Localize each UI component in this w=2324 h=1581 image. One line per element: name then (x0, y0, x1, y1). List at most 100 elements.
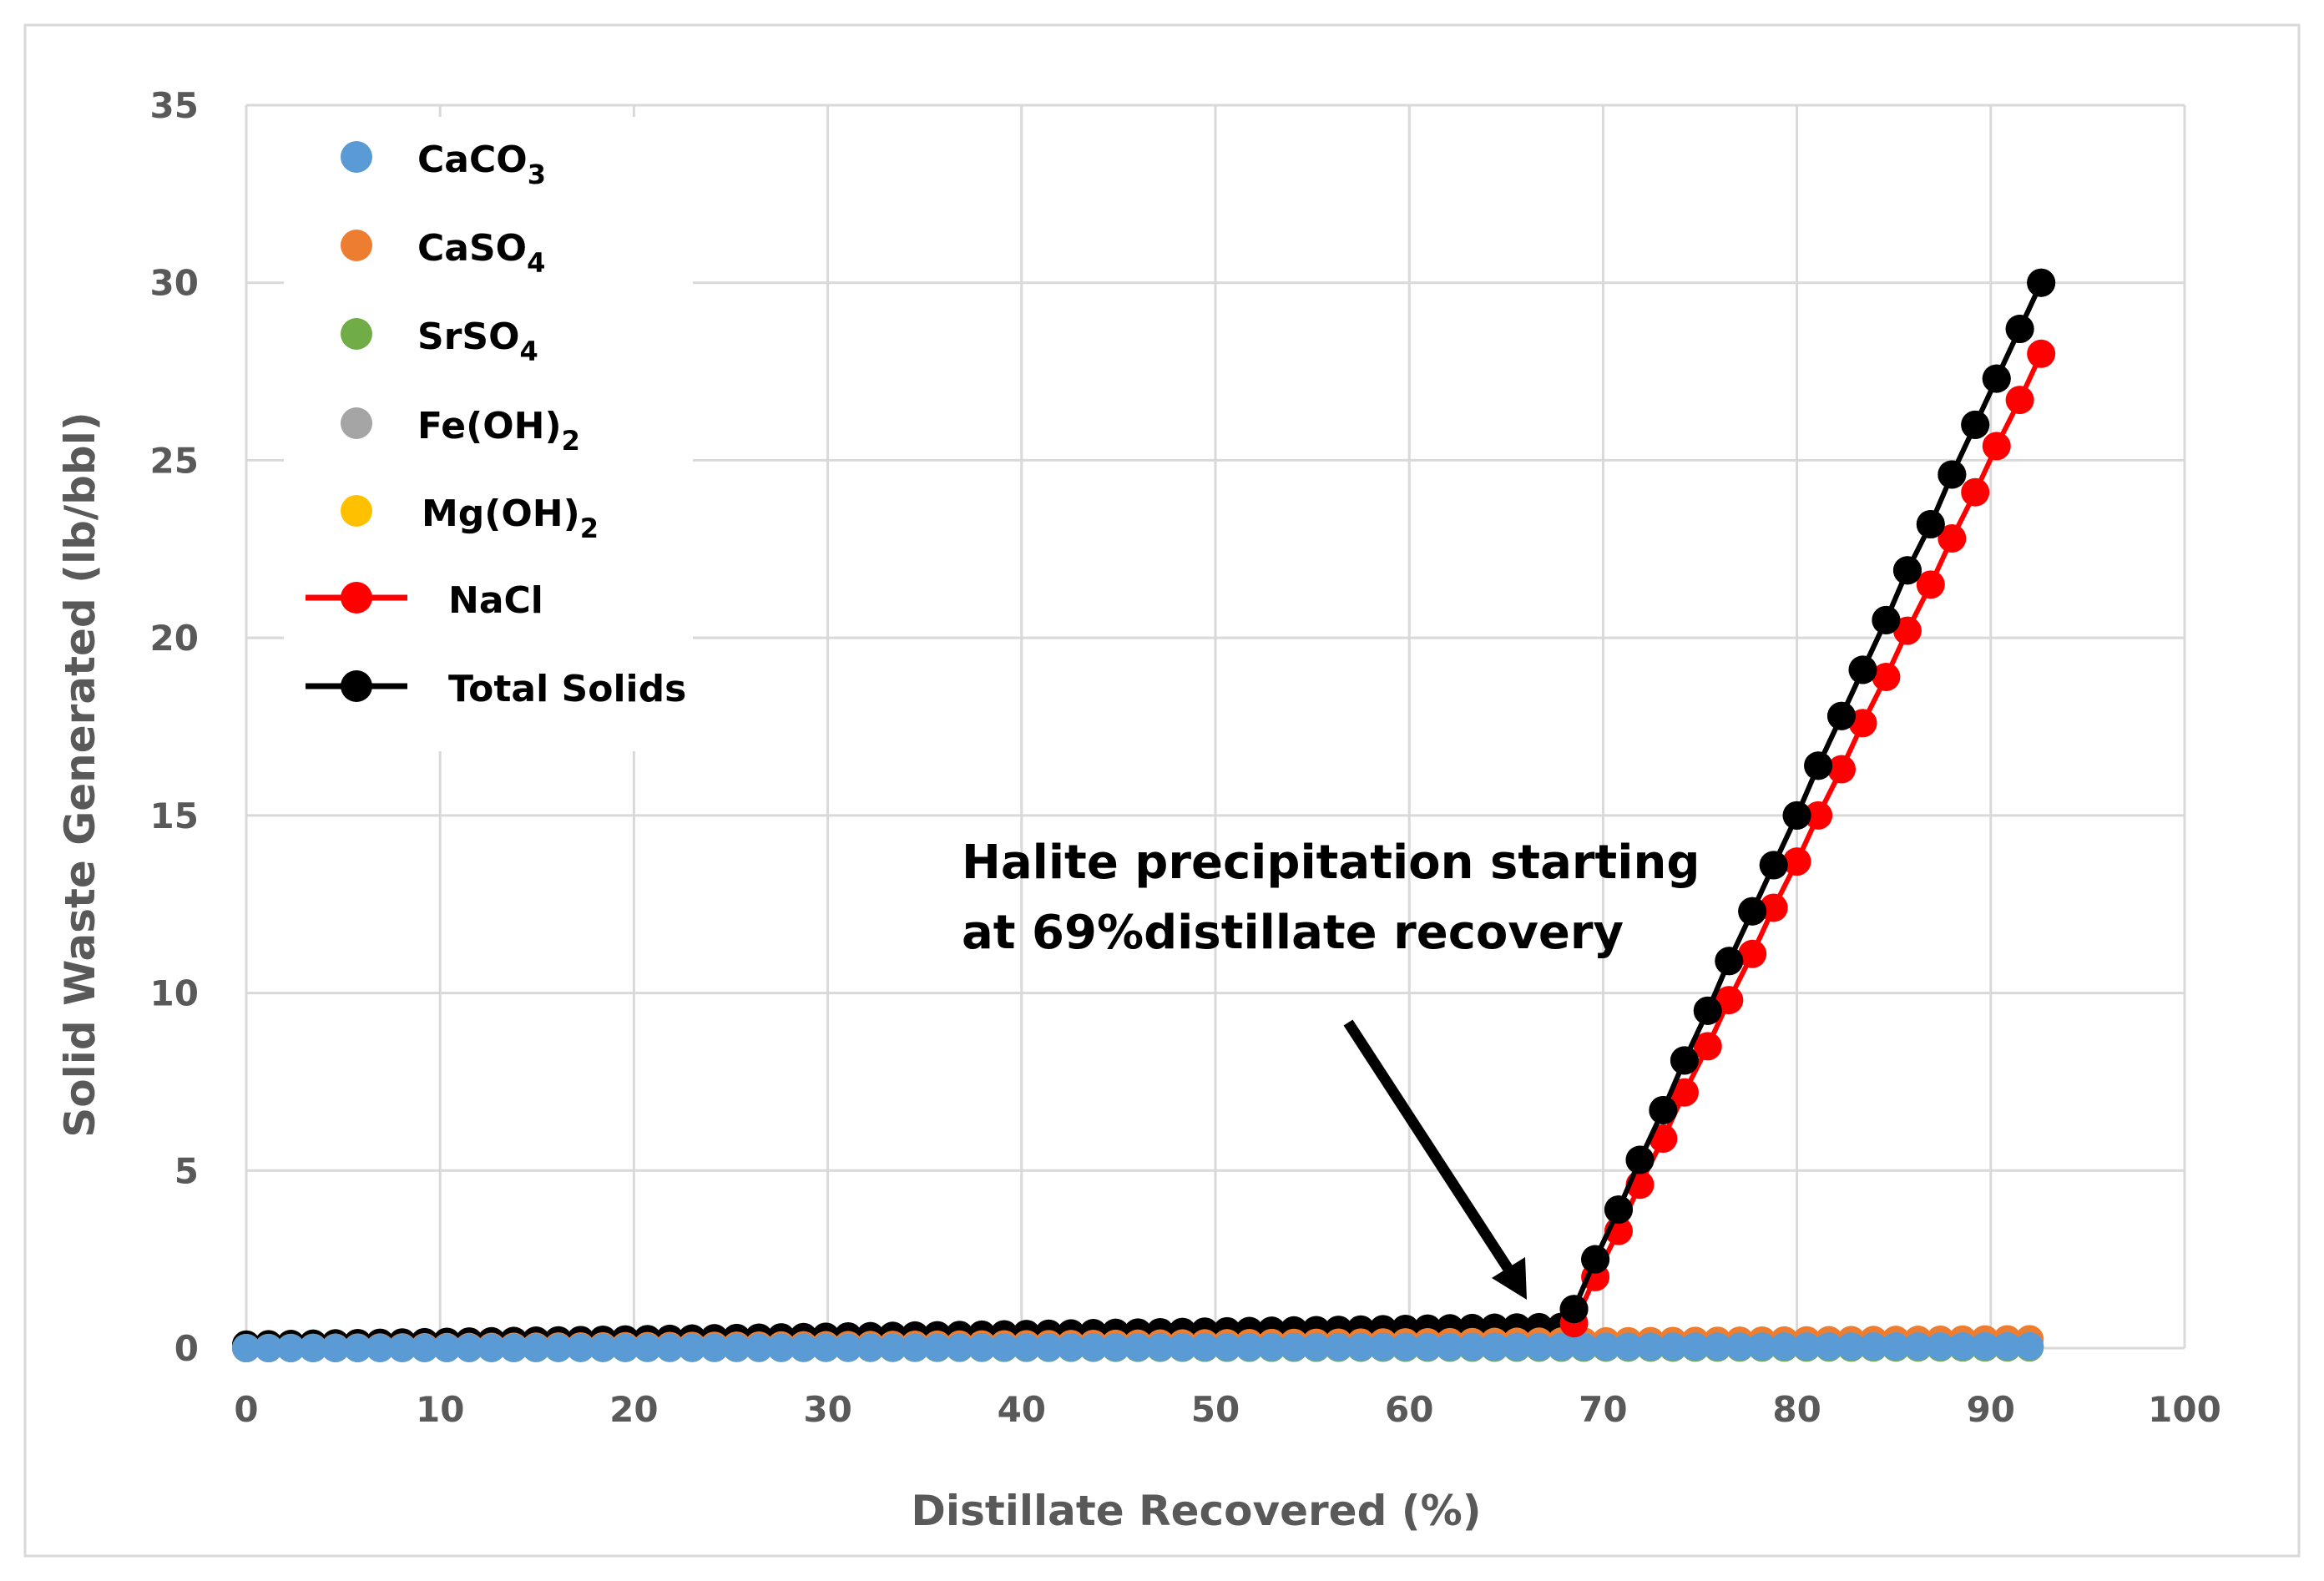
series-caco3-point (1301, 1332, 1331, 1361)
y-tick-label: 5 (174, 1150, 199, 1191)
series-total-solids-rise-point (1759, 851, 1788, 880)
series-caco3-point (833, 1333, 862, 1362)
y-tick-label: 25 (150, 440, 199, 481)
series-nacl-point (1759, 893, 1788, 922)
series-total-solids-rise-point (1782, 801, 1811, 830)
series-nacl-point (1804, 801, 1833, 830)
series-caco3-point (989, 1333, 1018, 1362)
series-total-solids-rise-point (1848, 655, 1877, 684)
series-nacl-point (1670, 1078, 1699, 1107)
series-caco3-point (1124, 1332, 1153, 1361)
annotation: Halite precipitation starting at 69%dist… (962, 836, 1700, 1300)
series-caco3-point (922, 1333, 952, 1362)
series-total-solids-rise-point (1604, 1195, 1633, 1225)
series-caco3-point (1368, 1332, 1397, 1361)
series-caco3-point (566, 1333, 595, 1362)
series-caco3-point (477, 1333, 506, 1362)
y-axis-title: Solid Waste Generated (lb/bbl) (56, 412, 104, 1137)
series-caco3-point (589, 1333, 618, 1362)
series-total-solids-rise-point (1559, 1295, 1589, 1324)
data-series (232, 268, 2056, 1362)
x-tick-label: 100 (2148, 1389, 2221, 1430)
series-caco3-point (1725, 1332, 1755, 1361)
series-caco3-point (1814, 1332, 1843, 1361)
y-tick-label: 10 (150, 973, 199, 1014)
series-caco3-point (722, 1333, 751, 1362)
series-total-solids-rise-point (1804, 751, 1833, 780)
x-tick-label: 60 (1385, 1389, 1433, 1430)
series-total-solids-rise-point (1872, 605, 1901, 634)
series-total-solids-rise-point (2005, 315, 2034, 344)
x-tick-label: 0 (234, 1389, 258, 1430)
series-caco3-point (1458, 1332, 1487, 1361)
series-caco3 (232, 1331, 2044, 1362)
series-nacl-point (1938, 524, 1967, 553)
series-caco3-point (499, 1333, 528, 1362)
series-caco3-point (633, 1333, 662, 1362)
series-caco3-point (387, 1333, 417, 1362)
series-nacl-point (1961, 477, 1990, 507)
series-caco3-point (1658, 1332, 1687, 1361)
series-caco3-point (1324, 1332, 1353, 1361)
series-caco3-point (1792, 1332, 1821, 1361)
x-axis-ticks: 0 10 20 30 40 50 60 70 80 90 100 (234, 1389, 2220, 1430)
series-caco3-point (1836, 1332, 1866, 1361)
y-tick-label: 30 (150, 263, 199, 304)
series-caco3-point (1257, 1332, 1286, 1361)
series-caco3-point (811, 1333, 841, 1362)
series-caco3-point (1636, 1332, 1665, 1361)
series-total-solids-rise-point (1827, 701, 1857, 730)
series-caco3-point (1280, 1332, 1309, 1361)
annotation-arrow-head (1492, 1257, 1527, 1300)
series-caco3-point (1190, 1332, 1220, 1361)
series-caco3-point (543, 1333, 573, 1362)
series-caco3-point (1703, 1332, 1732, 1361)
series-caco3-point (1569, 1332, 1599, 1361)
series-caco3-point (1948, 1331, 1978, 1361)
x-tick-label: 50 (1191, 1389, 1240, 1430)
series-nacl-point (1693, 1032, 1722, 1061)
series-total-solids-rise-point (1961, 410, 1990, 439)
series-nacl-point (1982, 432, 2011, 461)
series-caco3-point (1903, 1332, 1932, 1361)
series-nacl-point (1916, 570, 1945, 599)
legend-marker (341, 582, 372, 614)
series-caco3-point (321, 1333, 350, 1362)
x-tick-label: 30 (803, 1389, 851, 1430)
series-caco3-point (1391, 1332, 1420, 1361)
series-total-solids-rise-point (1581, 1245, 1610, 1274)
series-caco3-point (1926, 1331, 1955, 1361)
series-nacl-point (1649, 1124, 1678, 1153)
series-caco3-point (1212, 1332, 1241, 1361)
series-caco3-point (2015, 1331, 2044, 1361)
series-nacl-point (1782, 847, 1811, 876)
series-caco3-point (1079, 1332, 1108, 1361)
x-tick-label: 90 (1967, 1389, 2015, 1430)
legend-marker (341, 495, 372, 527)
x-tick-label: 20 (609, 1389, 658, 1430)
series-caco3-point (1346, 1332, 1376, 1361)
legend-marker (341, 407, 372, 439)
series-nacl-point (1715, 986, 1744, 1015)
series-total-solids-rise-point (1916, 510, 1945, 539)
series-caco3-point (1680, 1332, 1710, 1361)
series-caco3-point (1591, 1332, 1620, 1361)
series-caco3-point (343, 1333, 372, 1362)
annotation-line-1: Halite precipitation starting (962, 836, 1700, 890)
series-nacl-point (1738, 939, 1767, 968)
series-caco3-point (366, 1333, 395, 1362)
legend-marker (341, 141, 372, 173)
x-tick-label: 40 (998, 1389, 1046, 1430)
x-tick-label: 80 (1772, 1389, 1821, 1430)
series-caco3-point (766, 1333, 796, 1362)
series-caco3-point (1614, 1332, 1643, 1361)
series-caco3-point (1168, 1332, 1197, 1361)
series-total-solids-rise (1559, 268, 2056, 1324)
series-caco3-point (455, 1333, 484, 1362)
series-nacl-point (2027, 339, 2056, 368)
series-caco3-point (610, 1333, 639, 1362)
series-total-solids-rise-point (1892, 556, 1922, 585)
series-nacl-point (1872, 662, 1901, 691)
annotation-arrow-shaft (1343, 1019, 1516, 1276)
